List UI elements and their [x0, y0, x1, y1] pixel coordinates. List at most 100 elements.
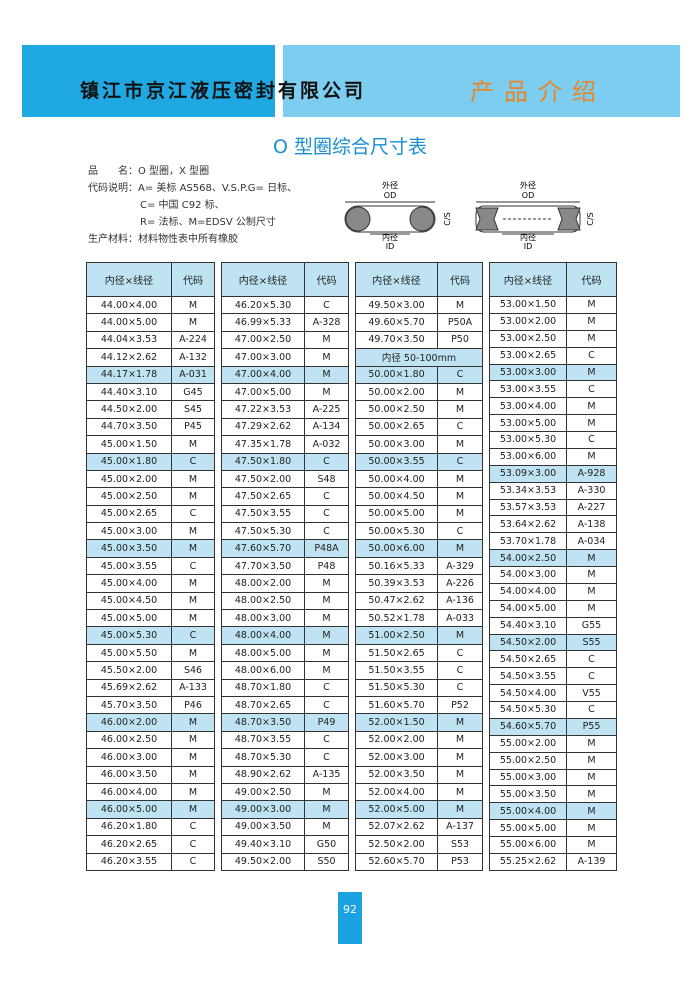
code-cell: A-138 — [566, 515, 617, 534]
diagram-label: OD — [522, 191, 534, 200]
code-cell: M — [566, 751, 617, 770]
code-cell: C — [437, 452, 483, 471]
header-row: 内径×线径 代码 — [221, 262, 349, 297]
table-row: 44.40×3.10 G45 — [86, 382, 215, 402]
table-row: 49.00×3.00 M — [221, 800, 349, 819]
table-row: 55.00×2.00 M — [489, 734, 617, 753]
code-cell: A-135 — [304, 765, 349, 784]
size-cell: 49.00×3.50 — [221, 817, 305, 837]
code-cell: A-224 — [171, 330, 215, 350]
code-cell: A-033 — [437, 609, 483, 628]
size-cell: 53.00×2.65 — [489, 346, 567, 365]
code-cell: S53 — [437, 835, 483, 854]
size-cell: 53.00×5.30 — [489, 431, 567, 449]
code-cell: M — [437, 435, 483, 454]
column-header: 代码 — [171, 262, 215, 297]
table-row: 47.50×5.30 C — [221, 522, 349, 541]
x-ring-diagram: 外径 OD 内径 ID C/S — [475, 180, 595, 251]
size-cell: 52.00×1.50 — [355, 713, 438, 732]
size-cell: 50.00×6.00 — [355, 539, 438, 558]
code-cell: C — [437, 417, 483, 437]
size-cell: 50.00×2.50 — [355, 400, 438, 419]
size-cell: 46.00×5.00 — [86, 800, 172, 819]
code-cell: M — [171, 591, 215, 611]
size-cell: 53.00×3.55 — [489, 380, 567, 399]
table-row: 47.50×2.00 S48 — [221, 469, 349, 489]
size-cell: 44.04×3.53 — [86, 330, 172, 350]
size-cell: 50.00×2.65 — [355, 417, 438, 437]
table-row: 48.90×2.62 A-135 — [221, 765, 349, 784]
diagram-label: ID — [386, 242, 395, 251]
size-cell: 51.00×2.50 — [355, 626, 438, 645]
size-cell: 46.00×2.00 — [86, 713, 172, 732]
table-row: 47.50×3.55 C — [221, 504, 349, 524]
code-cell: M — [437, 469, 483, 489]
code-cell: A-137 — [437, 817, 483, 837]
column-header: 内径×线径 — [355, 262, 438, 297]
info-line: 品 名：O 型圈，X 型圈 — [88, 166, 210, 177]
table-row: 50.00×2.65 C — [355, 417, 483, 437]
table-row: 53.64×2.62 A-138 — [489, 515, 617, 534]
code-cell: M — [171, 748, 215, 767]
section-title: 产品介绍 — [470, 78, 606, 106]
code-cell: M — [171, 643, 215, 663]
table-row: 45.00×3.00 M — [86, 522, 215, 541]
header-row: 内径×线径 代码 — [489, 262, 617, 297]
size-cell: 54.50×2.65 — [489, 650, 567, 669]
code-cell: C — [437, 522, 483, 541]
table-row: 44.50×2.00 S45 — [86, 400, 215, 419]
size-cell: 45.00×4.00 — [86, 574, 172, 593]
code-cell: M — [171, 295, 215, 315]
size-cell: 53.09×3.00 — [489, 464, 567, 483]
table-row: 45.00×1.50 M — [86, 435, 215, 454]
code-cell: M — [566, 599, 617, 618]
size-cell: 44.00×4.00 — [86, 295, 172, 315]
size-cell: 49.00×3.00 — [221, 800, 305, 819]
size-cell: 48.00×5.00 — [221, 643, 305, 663]
table-row: 47.35×1.78 A-032 — [221, 435, 349, 454]
code-cell: S48 — [304, 469, 349, 489]
size-cell: 51.50×2.65 — [355, 643, 438, 663]
code-cell: M — [171, 539, 215, 558]
size-cell: 45.00×2.00 — [86, 469, 172, 489]
table-row: 46.00×5.00 M — [86, 800, 215, 819]
code-cell: M — [566, 582, 617, 601]
size-cell: 54.50×3.55 — [489, 667, 567, 686]
info-line: R= 法标、M=EDSV 公制尺寸 — [140, 217, 276, 228]
size-cell: 45.00×3.50 — [86, 539, 172, 558]
code-cell: M — [304, 609, 349, 628]
size-cell: 55.00×3.00 — [489, 768, 567, 787]
size-cell: 46.99×5.33 — [221, 313, 305, 332]
size-table: 内径×线径 代码 49.50×3.00 M 49.60×5.70 P50A 49.70×3.… — [355, 262, 483, 871]
size-table: 内径×线径 代码 44.00×4.00 M 44.00×5.00 M 44.04×3.53 A… — [86, 262, 215, 871]
size-cell: 44.00×5.00 — [86, 313, 172, 332]
diagram-label: C/S — [586, 212, 595, 225]
size-cell: 52.00×4.00 — [355, 782, 438, 802]
table-row: 53.00×5.30 C — [489, 431, 617, 449]
size-cell: 50.00×3.55 — [355, 452, 438, 471]
table-row: 48.00×3.00 M — [221, 609, 349, 628]
table-row: 47.22×3.53 A-225 — [221, 400, 349, 419]
size-cell: 51.50×5.30 — [355, 678, 438, 697]
column-header: 代码 — [437, 262, 483, 297]
table-row: 45.00×2.65 C — [86, 504, 215, 524]
size-cell: 47.22×3.53 — [221, 400, 305, 419]
table-row: 53.00×5.00 M — [489, 414, 617, 432]
cross-section — [345, 206, 371, 232]
size-cell: 48.00×4.00 — [221, 626, 305, 645]
code-cell: M — [304, 800, 349, 819]
table-row: 48.70×3.55 C — [221, 730, 349, 750]
code-cell: C — [437, 661, 483, 680]
code-cell: C — [171, 626, 215, 645]
size-cell: 53.00×2.00 — [489, 312, 567, 331]
table-row: 52.00×1.50 M — [355, 713, 483, 732]
code-cell: C — [566, 431, 617, 449]
table-row: 50.00×3.00 M — [355, 435, 483, 454]
code-cell: M — [566, 819, 617, 837]
code-cell: M — [171, 522, 215, 541]
size-cell: 49.60×5.70 — [355, 313, 438, 332]
table-row: 50.47×2.62 A-136 — [355, 591, 483, 611]
code-cell: M — [171, 435, 215, 454]
table-row: 53.09×3.00 A-928 — [489, 464, 617, 483]
size-cell: 46.20×2.65 — [86, 835, 172, 854]
